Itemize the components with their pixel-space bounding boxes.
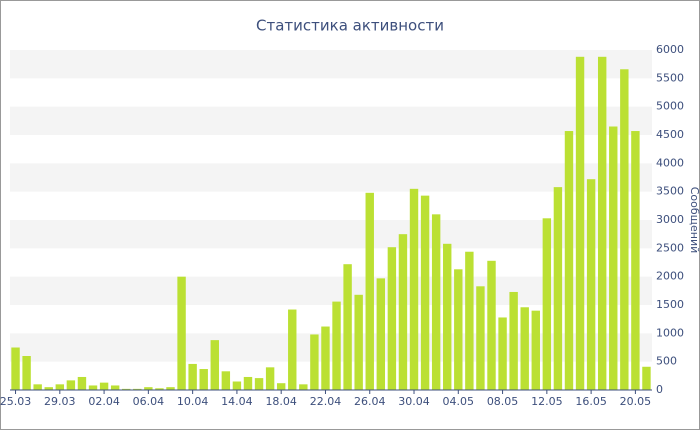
bar xyxy=(531,310,540,390)
bar xyxy=(310,334,319,390)
x-tick-label: 10.04 xyxy=(177,395,209,408)
bar xyxy=(376,278,386,390)
bar xyxy=(110,385,120,390)
x-tick-label: 14.04 xyxy=(221,395,253,408)
bar xyxy=(232,381,242,390)
bar xyxy=(299,384,308,390)
bar xyxy=(99,382,109,390)
x-tick-label: 12.05 xyxy=(531,395,563,408)
y-tick-label: 4000 xyxy=(656,156,684,169)
bar xyxy=(642,366,651,390)
x-tick-label: 06.04 xyxy=(133,395,165,408)
x-tick-label: 22.04 xyxy=(310,395,342,408)
x-tick-label: 08.05 xyxy=(487,395,519,408)
bar xyxy=(431,214,441,390)
bar xyxy=(243,376,253,390)
bar xyxy=(487,260,496,390)
y-tick-label: 500 xyxy=(656,355,677,368)
bar xyxy=(155,388,164,390)
bar xyxy=(409,188,419,390)
bar xyxy=(122,388,131,390)
y-tick-label: 3000 xyxy=(656,213,684,226)
bar xyxy=(11,347,20,390)
bar xyxy=(210,340,219,390)
bar xyxy=(133,388,142,390)
bar xyxy=(465,251,474,390)
bar xyxy=(498,317,507,390)
bar xyxy=(509,291,518,390)
bar xyxy=(288,309,297,390)
bar xyxy=(542,218,552,390)
bar xyxy=(387,247,397,390)
y-tick-label: 2000 xyxy=(656,270,684,283)
bar xyxy=(365,192,374,390)
y-tick-label: 4500 xyxy=(656,128,684,141)
bar xyxy=(199,369,208,390)
bar xyxy=(575,56,585,391)
bar xyxy=(443,243,452,390)
bar xyxy=(354,294,363,390)
y-tick-label: 2500 xyxy=(656,241,684,254)
bar xyxy=(343,264,352,390)
x-tick-label: 29.03 xyxy=(44,395,76,408)
y-axis-label: Сообщений xyxy=(688,187,700,254)
bar xyxy=(597,56,607,391)
bar xyxy=(332,301,341,390)
bar xyxy=(188,363,197,390)
bar xyxy=(144,387,153,390)
bar xyxy=(586,179,596,390)
bar xyxy=(88,385,98,390)
y-tick-label: 6000 xyxy=(656,43,684,56)
bar xyxy=(553,187,563,390)
bar xyxy=(520,307,529,390)
bar xyxy=(44,387,53,390)
bar xyxy=(631,131,640,391)
bar xyxy=(564,131,574,391)
bar xyxy=(454,269,463,390)
bar xyxy=(476,286,485,390)
bar xyxy=(177,276,186,390)
grid-band xyxy=(10,50,652,79)
bar xyxy=(66,380,76,390)
bar xyxy=(22,356,31,390)
y-tick-label: 3500 xyxy=(656,185,684,198)
bar xyxy=(420,195,430,390)
bar xyxy=(265,367,275,390)
y-tick-label: 1500 xyxy=(656,298,684,311)
x-tick-label: 04.05 xyxy=(443,395,475,408)
bar xyxy=(221,371,231,390)
bar xyxy=(55,384,65,390)
y-tick-label: 0 xyxy=(656,383,663,396)
bar xyxy=(254,378,264,390)
bar xyxy=(33,384,42,390)
bar xyxy=(276,383,286,390)
x-tick-label: 25.03 xyxy=(0,395,31,408)
chart-title: Статистика активности xyxy=(256,17,444,35)
x-tick-label: 02.04 xyxy=(88,395,120,408)
y-tick-label: 5500 xyxy=(656,71,684,84)
bar xyxy=(398,234,408,390)
x-tick-label: 18.04 xyxy=(265,395,297,408)
bar xyxy=(609,126,618,390)
bar xyxy=(321,326,330,390)
grid-band xyxy=(10,163,652,192)
bar xyxy=(77,376,87,390)
x-tick-label: 16.05 xyxy=(575,395,607,408)
grid-band xyxy=(10,106,652,135)
bar xyxy=(166,387,175,390)
x-tick-label: 30.04 xyxy=(398,395,430,408)
bar xyxy=(620,69,629,391)
y-tick-label: 1000 xyxy=(656,326,684,339)
x-tick-label: 20.05 xyxy=(620,395,652,408)
x-tick-label: 26.04 xyxy=(354,395,386,408)
y-tick-label: 5000 xyxy=(656,100,684,113)
